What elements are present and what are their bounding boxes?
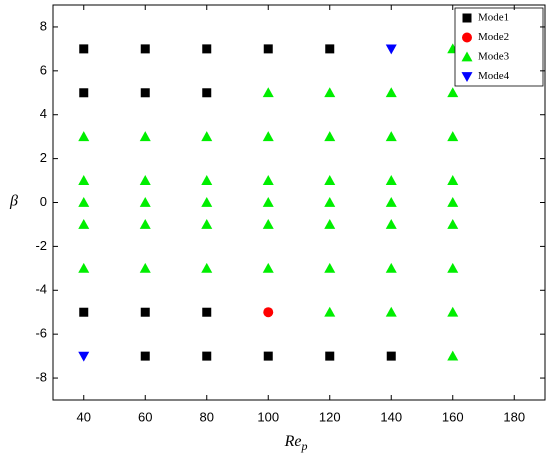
point	[447, 175, 459, 185]
x-label-main: Re	[284, 433, 302, 450]
point	[79, 307, 89, 317]
point	[324, 197, 336, 207]
x-tick-label: 120	[319, 409, 341, 424]
point	[324, 262, 336, 273]
point	[202, 44, 212, 54]
x-tick-label: 140	[380, 409, 402, 424]
point	[385, 262, 397, 273]
point	[385, 175, 397, 185]
point	[385, 87, 397, 98]
point	[201, 197, 213, 207]
x-tick-label: 100	[257, 409, 279, 424]
x-tick-label: 180	[503, 409, 525, 424]
point	[263, 351, 273, 361]
x-tick-label: 40	[77, 409, 91, 424]
point	[324, 306, 336, 317]
point	[139, 131, 151, 142]
y-axis-label: β	[9, 193, 18, 210]
point	[386, 351, 396, 361]
point	[78, 351, 90, 362]
point	[385, 197, 397, 207]
x-tick-label: 60	[138, 409, 152, 424]
point	[139, 218, 151, 229]
point	[202, 88, 212, 98]
y-tick-label: 6	[40, 62, 47, 77]
point	[262, 262, 274, 273]
y-tick-label: -2	[35, 238, 47, 253]
point	[325, 44, 335, 54]
point	[461, 51, 473, 62]
point	[140, 307, 150, 317]
point	[325, 351, 335, 361]
legend-label: Mode4	[478, 70, 510, 82]
point	[78, 197, 90, 207]
point	[201, 262, 213, 273]
marks	[78, 43, 459, 362]
point	[462, 32, 472, 43]
point	[202, 307, 212, 317]
point	[447, 262, 459, 273]
point	[324, 131, 336, 142]
point	[79, 44, 89, 54]
point	[140, 88, 150, 98]
point	[79, 88, 89, 98]
y-tick-label: 8	[40, 18, 47, 33]
point	[447, 87, 459, 98]
point	[385, 44, 397, 55]
point	[447, 306, 459, 317]
point	[262, 131, 274, 142]
point	[461, 72, 473, 82]
point	[462, 13, 472, 23]
point	[201, 175, 213, 185]
point	[385, 131, 397, 142]
point	[202, 351, 212, 361]
point	[385, 218, 397, 229]
point	[447, 350, 459, 361]
y-tick-label: 0	[40, 194, 47, 209]
point	[140, 44, 150, 54]
point	[262, 218, 274, 229]
y-tick-label: -8	[35, 369, 47, 384]
point	[447, 218, 459, 229]
point	[78, 218, 90, 229]
point	[78, 175, 90, 185]
point	[140, 351, 150, 361]
point	[324, 218, 336, 229]
point	[263, 307, 274, 318]
x-label-sub: p	[300, 439, 307, 453]
point	[139, 197, 151, 207]
point	[324, 87, 336, 98]
y-tick-label: 4	[40, 106, 47, 121]
point	[201, 218, 213, 229]
point	[201, 131, 213, 142]
legend-label: Mode1	[478, 12, 509, 24]
point	[78, 131, 90, 142]
y-tick-label: -4	[35, 282, 47, 297]
x-tick-label: 80	[200, 409, 214, 424]
legend-label: Mode2	[478, 31, 509, 43]
point	[262, 175, 274, 185]
point	[139, 262, 151, 273]
point	[262, 197, 274, 207]
x-axis-label: Rep	[284, 433, 308, 453]
x-tick-label: 160	[442, 409, 464, 424]
point	[139, 175, 151, 185]
point	[447, 131, 459, 142]
legend-label: Mode3	[478, 51, 510, 63]
point	[447, 197, 459, 207]
y-tick-label: -6	[35, 326, 47, 341]
point	[78, 262, 90, 273]
y-tick-label: 2	[40, 150, 47, 165]
point	[385, 306, 397, 317]
point	[263, 44, 273, 54]
point	[262, 87, 274, 98]
point	[324, 175, 336, 185]
